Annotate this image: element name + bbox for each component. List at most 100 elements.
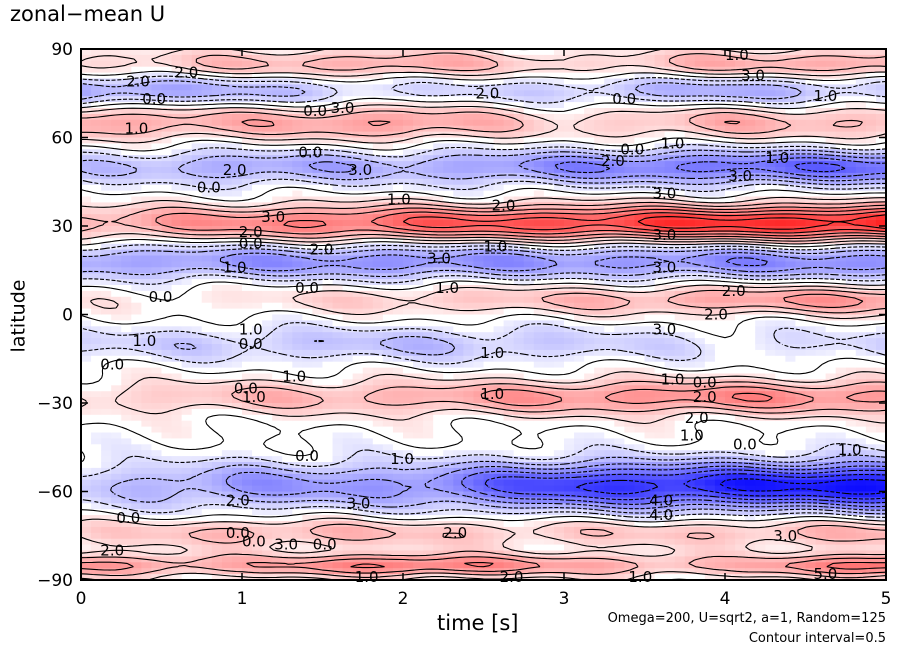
heat-cell	[533, 556, 545, 563]
heat-cell	[362, 373, 374, 380]
heat-cell	[91, 90, 102, 97]
heat-cell	[443, 438, 454, 445]
heat-cell	[171, 491, 183, 498]
heat-cell	[101, 379, 112, 386]
heat-cell	[543, 161, 555, 168]
heat-cell	[121, 178, 132, 186]
heat-cell	[302, 143, 314, 150]
heat-cell	[463, 49, 475, 56]
heat-cell	[221, 379, 233, 386]
heat-cell	[191, 444, 203, 451]
heat-cell	[262, 137, 273, 144]
heat-cell	[161, 172, 173, 180]
heat-cell	[292, 273, 303, 280]
heat-cell	[81, 349, 92, 357]
heat-cell	[382, 184, 394, 192]
heat-cell	[342, 367, 354, 375]
heat-cell	[191, 432, 203, 439]
heat-cell	[161, 485, 173, 493]
heat-cell	[453, 54, 464, 62]
heat-cell	[413, 308, 424, 316]
heat-cell	[161, 167, 173, 174]
heat-cell	[463, 556, 475, 563]
heat-cell	[252, 255, 263, 262]
heat-cell	[503, 161, 515, 168]
heat-cell	[503, 273, 515, 280]
heat-cell	[614, 544, 625, 552]
heat-cell	[161, 462, 173, 469]
heat-cell	[282, 296, 293, 304]
heat-cell	[332, 243, 344, 251]
heat-cell	[332, 172, 344, 180]
heat-cell	[543, 102, 555, 109]
heat-cell	[553, 267, 565, 274]
heat-cell	[463, 314, 475, 321]
heat-cell	[413, 426, 424, 434]
heat-cell	[594, 226, 605, 233]
heat-cell	[493, 349, 505, 357]
heat-cell	[624, 491, 636, 498]
heat-cell	[533, 314, 545, 321]
heat-cell	[362, 231, 374, 239]
heat-cell	[403, 538, 414, 546]
heat-cell	[604, 167, 615, 174]
heat-cell	[121, 550, 132, 557]
heat-cell	[352, 550, 364, 557]
heat-cell	[624, 355, 636, 363]
heat-cell	[543, 249, 555, 257]
heat-cell	[483, 320, 495, 327]
heat-cell	[392, 220, 404, 227]
heat-cell	[171, 54, 183, 62]
heat-cell	[624, 367, 636, 375]
heat-cell	[121, 290, 132, 298]
heat-cell	[433, 338, 444, 345]
heat-cell	[614, 161, 625, 168]
heat-cell	[101, 326, 112, 333]
heat-cell	[242, 344, 253, 351]
heat-cell	[624, 361, 636, 369]
heat-cell	[332, 255, 344, 262]
heat-cell	[604, 296, 615, 304]
heat-cell	[392, 78, 404, 85]
heat-cell	[242, 66, 253, 74]
heat-cell	[372, 515, 384, 522]
heat-cell	[161, 574, 173, 581]
heat-cell	[111, 167, 122, 174]
heat-cell	[312, 361, 324, 369]
heat-cell	[211, 497, 223, 504]
heat-cell	[272, 143, 283, 150]
heat-cell	[382, 125, 394, 133]
heat-cell	[493, 196, 505, 203]
heat-cell	[332, 432, 344, 439]
heat-cell	[151, 261, 163, 268]
heat-cell	[302, 344, 314, 351]
heat-cell	[312, 102, 324, 109]
heat-cell	[513, 544, 525, 552]
heat-cell	[201, 344, 213, 351]
heat-cell	[473, 172, 485, 180]
heat-cell	[423, 66, 434, 74]
heat-cell	[382, 178, 394, 186]
heat-cell	[252, 397, 263, 404]
heat-cell	[503, 550, 515, 557]
heat-cell	[161, 108, 173, 115]
heat-cell	[81, 456, 92, 463]
heat-cell	[634, 149, 646, 156]
heat-cell	[543, 349, 555, 357]
heat-cell	[483, 432, 495, 439]
heat-cell	[101, 426, 112, 434]
heat-cell	[392, 302, 404, 310]
heat-cell	[121, 479, 132, 487]
heat-cell	[352, 456, 364, 463]
heat-cell	[483, 420, 495, 428]
heat-cell	[382, 497, 394, 504]
heat-cell	[433, 96, 444, 103]
heat-cell	[312, 479, 324, 487]
heat-cell	[272, 373, 283, 380]
heat-cell	[131, 408, 142, 416]
heat-cell	[121, 414, 132, 422]
heat-cell	[382, 137, 394, 144]
heat-cell	[171, 308, 183, 316]
heat-cell	[131, 515, 142, 522]
heat-cell	[463, 574, 475, 581]
